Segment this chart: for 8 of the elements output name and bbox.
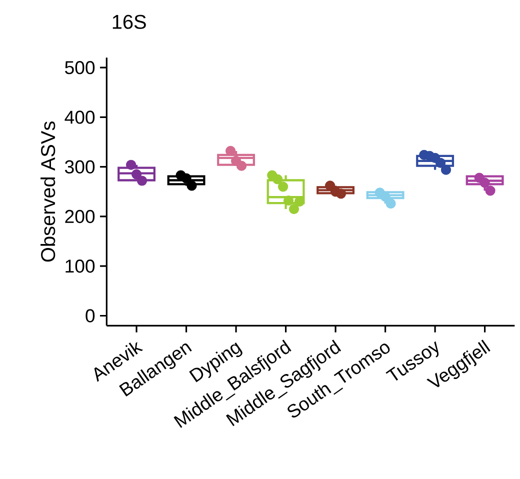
y-axis-title: Observed ASVs [40,122,56,262]
y-tick-label: 0 [86,309,95,322]
y-tick-label: 100 [66,260,95,273]
y-tick-label: 300 [64,160,95,174]
chart-title: 16S [112,14,146,29]
y-tick-label: 400 [64,110,95,124]
y-tick-label: 500 [65,60,95,74]
y-tick-label: 200 [65,210,95,224]
